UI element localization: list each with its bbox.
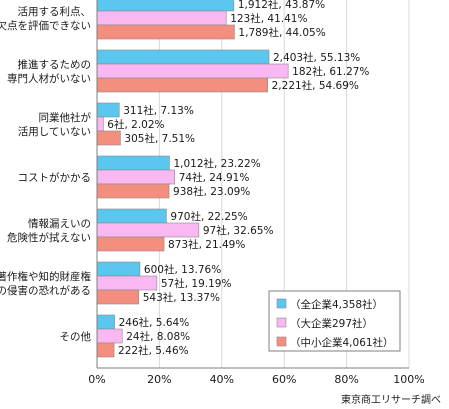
category-label: 同業他社が (39, 111, 92, 124)
bar (96, 155, 170, 171)
bar (96, 0, 235, 12)
value-label: 1,012社, 23.22% (173, 157, 260, 170)
x-tick-labels: 0% 20% 40% 60% 80% 100% (88, 373, 424, 386)
category-label: 著作権や知的財産権 (0, 270, 91, 283)
x-tick-label: 80% (334, 373, 358, 386)
value-label: 543社, 13.37% (143, 291, 220, 304)
legend-swatch (276, 298, 287, 309)
value-label: 600社, 13.76% (144, 263, 221, 276)
bar (96, 342, 115, 358)
source-note: 東京商工リサーチ調べ (341, 393, 441, 406)
x-tick-label: 0% (88, 373, 105, 386)
value-label: 24社, 8.08% (126, 330, 190, 343)
category-label: コストがかかる (18, 171, 92, 184)
value-label: 1,789社, 44.05% (238, 26, 325, 39)
value-label: 1,912社, 43.87% (238, 0, 325, 11)
bar (96, 77, 268, 93)
category-label: の侵害の恐れがある (0, 284, 91, 297)
legend-label: （中小企業4,061社） (290, 336, 394, 349)
value-label: 246社, 5.64% (119, 316, 190, 329)
category-label: 活用していない (18, 126, 91, 138)
legend-box (268, 290, 401, 352)
value-label: 123社, 41.41% (230, 12, 307, 25)
category-label: 専門人材がいない (7, 72, 91, 85)
bar (96, 10, 227, 26)
bar (96, 102, 120, 118)
bar (96, 169, 176, 185)
x-tick-label: 60% (272, 373, 296, 386)
category-label: 情報漏えいの (28, 217, 91, 230)
value-label: 305社, 7.51% (124, 132, 195, 145)
bar (96, 208, 167, 224)
value-label: 97社, 32.65% (203, 224, 274, 237)
value-label: 222社, 5.46% (118, 344, 189, 357)
legend-label: （全企業4,358社） (290, 298, 383, 311)
bar (96, 183, 170, 199)
bar (96, 130, 121, 146)
x-tick-label: 100% (393, 373, 424, 386)
bar (96, 236, 165, 252)
value-label: 970社, 22.25% (170, 210, 247, 223)
bar (96, 314, 115, 330)
value-label: 2,221社, 54.69% (272, 79, 359, 92)
value-label: 74社, 24.91% (179, 171, 250, 184)
bar (96, 275, 158, 291)
category-label: 危険性が拭えない (7, 231, 91, 244)
value-label: 873社, 21.49% (168, 238, 245, 251)
bars (96, 0, 289, 358)
legend-label: （大企業297社） (290, 317, 373, 330)
category-label: 活用する利点、 (18, 6, 92, 18)
value-label: 2,403社, 55.13% (273, 51, 360, 64)
value-labels: 1,912社, 43.87%123社, 41.41%1,789社, 44.05%… (107, 0, 369, 357)
bar (96, 24, 235, 40)
bar (96, 289, 140, 305)
legend-swatch (276, 317, 287, 328)
bar (96, 222, 200, 238)
value-label: 182社, 61.27% (292, 65, 369, 78)
category-labels: 活用する利点、欠点を評価できない推進するための専門人材がいない同業他社が活用して… (0, 6, 91, 343)
category-label: 推進するための (18, 58, 92, 71)
bar (96, 261, 141, 277)
value-label: 938社, 23.09% (173, 185, 250, 198)
category-label: その他 (60, 330, 92, 343)
x-tick-label: 40% (210, 373, 234, 386)
bar (96, 116, 104, 132)
bar (96, 328, 123, 344)
legend-swatch (276, 336, 287, 347)
bar (96, 49, 270, 65)
value-label: 57社, 19.19% (161, 277, 232, 290)
value-label: 311社, 7.13% (123, 104, 194, 117)
category-label: 欠点を評価できない (0, 19, 91, 32)
x-tick-label: 20% (147, 373, 171, 386)
legend: （全企業4,358社） （大企業297社） （中小企業4,061社） (268, 290, 401, 352)
bar (96, 63, 289, 79)
value-label: 6社, 2.02% (107, 118, 164, 131)
